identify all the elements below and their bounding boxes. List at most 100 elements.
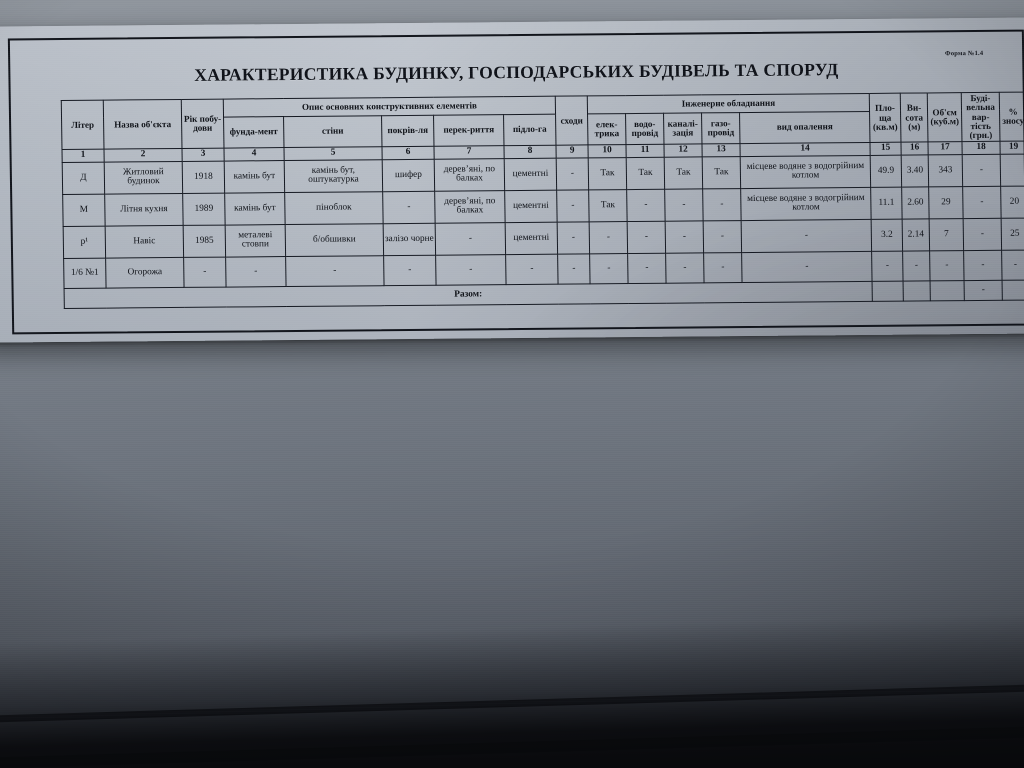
cell-height: 2.60 [901, 186, 930, 219]
cell-object-name: Літня кухня [104, 193, 184, 226]
cell-roof: шифер [382, 159, 435, 192]
cell-roof: - [382, 191, 436, 224]
colnum-2: 2 [104, 148, 183, 162]
desk-edge-line-upper [0, 682, 1024, 725]
header-gas-supply: газо-провід [701, 112, 741, 145]
cell-roof: - [383, 255, 437, 286]
colnum-15: 15 [870, 142, 902, 156]
document-paper-sheet: Форма №1.4 ХАРАКТЕРИСТИКА БУДИНКУ, ГОСПО… [0, 17, 1024, 343]
header-stairs: сходи [555, 95, 589, 146]
total-volume [930, 280, 965, 301]
characteristics-table: Літер Назва об'єкта Рік побу-дови Опис о… [61, 91, 1024, 309]
cell-object-name: Житловий будинок [104, 161, 183, 194]
cell-walls: - [285, 255, 385, 287]
header-electricity: елек-трика [587, 113, 627, 146]
cell-foundation: - [225, 256, 287, 287]
cell-volume: 7 [929, 218, 964, 251]
cell-wear: - [1001, 249, 1024, 281]
cell-heating: - [741, 251, 873, 283]
cell-build-year: - [183, 256, 227, 288]
cell-electricity: Так [588, 157, 627, 190]
cell-build-cost: - [963, 218, 1002, 251]
header-wear-percent: % зносу [999, 92, 1024, 142]
cell-object-name: Огорожа [105, 257, 185, 288]
cell-height: 3.40 [901, 154, 929, 187]
cell-stairs: - [557, 253, 591, 284]
cell-volume: 343 [928, 154, 963, 187]
cell-walls: камінь бут, оштукатурка [284, 159, 383, 193]
colnum-6: 6 [381, 146, 435, 160]
header-height: Ви-сота (м) [900, 92, 929, 143]
header-foundation: фунда-мент [223, 116, 284, 149]
cell-floor: цементні [505, 221, 558, 255]
cell-electricity: - [589, 221, 628, 254]
cell-water: - [626, 189, 666, 222]
cell-ceiling: - [435, 254, 507, 286]
colnum-16: 16 [901, 142, 929, 155]
cell-litera: Д [62, 161, 105, 195]
colnum-12: 12 [664, 144, 703, 158]
total-area [872, 280, 904, 302]
cell-height: - [902, 250, 931, 281]
colnum-8: 8 [503, 145, 557, 159]
colnum-11: 11 [626, 144, 665, 158]
colnum-3: 3 [181, 148, 225, 162]
colnum-10: 10 [588, 144, 627, 158]
cell-build-year: 1985 [183, 224, 226, 258]
header-build-year: Рік побу-дови [181, 99, 224, 149]
header-water-supply: водо-провід [625, 113, 665, 145]
cell-build-cost: - [962, 186, 1002, 219]
cell-water: - [627, 221, 666, 254]
cell-ceiling: дерев’яні, по балках [434, 158, 505, 192]
header-litera: Літер [61, 100, 105, 150]
cell-sewage: - [664, 188, 704, 222]
cell-wear [1000, 153, 1024, 187]
cell-area: 3.2 [871, 218, 903, 252]
total-height [903, 280, 931, 301]
cell-area: 49.9 [870, 154, 902, 188]
cell-area: 11.1 [870, 186, 903, 220]
header-walls: стіни [283, 115, 382, 148]
header-ceiling: перек-риття [433, 114, 504, 147]
cell-electricity: Так [588, 189, 628, 222]
cell-volume: - [929, 250, 965, 281]
cell-sewage: - [665, 252, 705, 284]
cell-object-name: Навіс [105, 225, 184, 258]
cell-roof: залізо чорне [383, 223, 436, 256]
form-number-label: Форма №1.4 [944, 49, 984, 58]
cell-gas: Так [702, 156, 741, 189]
cell-stairs: - [557, 221, 590, 254]
cell-walls: піноблок [284, 191, 384, 225]
cell-area: - [871, 250, 904, 282]
cell-volume: 29 [928, 186, 964, 219]
cell-water: - [627, 253, 667, 284]
total-build-cost: - [964, 280, 1003, 301]
cell-foundation: камінь бут [224, 160, 285, 193]
cell-gas: - [702, 188, 742, 221]
cell-litera: М [62, 193, 106, 227]
cell-heating: - [741, 219, 872, 253]
cell-build-year: 1918 [182, 160, 225, 194]
cell-floor: цементні [504, 157, 557, 191]
cell-walls: б/обшивки [285, 223, 384, 257]
colnum-14: 14 [740, 142, 871, 157]
cell-floor: - [505, 253, 559, 285]
cell-build-year: 1989 [182, 192, 226, 226]
header-sewage: каналі-зація [663, 112, 703, 145]
header-roof: покрів-ля [381, 115, 434, 148]
colnum-17: 17 [928, 141, 963, 155]
colnum-4: 4 [223, 147, 285, 161]
cell-foundation: камінь бут [224, 192, 286, 225]
colnum-13: 13 [702, 143, 741, 157]
header-object-name: Назва об'єкта [103, 99, 182, 150]
header-heating-type: вид опалення [739, 111, 871, 144]
form-outer-border: Форма №1.4 ХАРАКТЕРИСТИКА БУДИНКУ, ГОСПО… [7, 29, 1024, 335]
colnum-18: 18 [962, 141, 1001, 155]
header-volume: Об'єм (куб.м) [927, 92, 963, 143]
cell-heating: місцеве водяне з водогрійним котлом [740, 155, 871, 189]
colnum-5: 5 [283, 147, 383, 161]
cell-stairs: - [556, 189, 590, 222]
cell-sewage: Так [664, 156, 703, 190]
header-area: Пло-ща (кв.м) [869, 93, 902, 143]
